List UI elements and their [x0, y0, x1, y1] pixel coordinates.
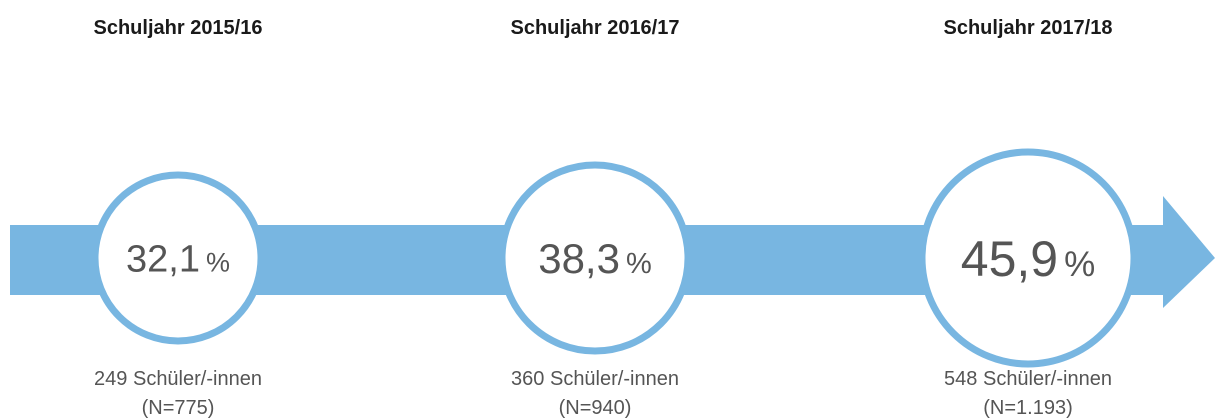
- students-label: 548 Schüler/-innen: [944, 368, 1112, 390]
- percent-number: 32,1: [126, 239, 200, 281]
- percent-unit: %: [206, 248, 230, 278]
- arrow-head: [1163, 196, 1215, 308]
- stage-circle: [498, 161, 692, 355]
- percent-number: 45,9: [961, 231, 1058, 287]
- students-label: 249 Schüler/-innen: [94, 368, 262, 390]
- year-label: Schuljahr 2016/17: [511, 17, 680, 39]
- year-label: Schuljahr 2015/16: [94, 17, 263, 39]
- n-label: (N=1.193): [983, 397, 1073, 419]
- percent-value: 38,3%: [538, 235, 652, 282]
- percent-number: 38,3: [538, 235, 620, 282]
- n-label: (N=940): [559, 397, 632, 419]
- stage-circle: [918, 148, 1138, 368]
- n-label: (N=775): [142, 397, 215, 419]
- stage-circle: [91, 171, 265, 345]
- percent-unit: %: [626, 248, 652, 280]
- percent-value: 45,9%: [961, 231, 1095, 287]
- students-label: 360 Schüler/-innen: [511, 368, 679, 390]
- percent-value: 32,1%: [126, 239, 230, 281]
- year-label: Schuljahr 2017/18: [944, 17, 1113, 39]
- percent-unit: %: [1064, 245, 1095, 284]
